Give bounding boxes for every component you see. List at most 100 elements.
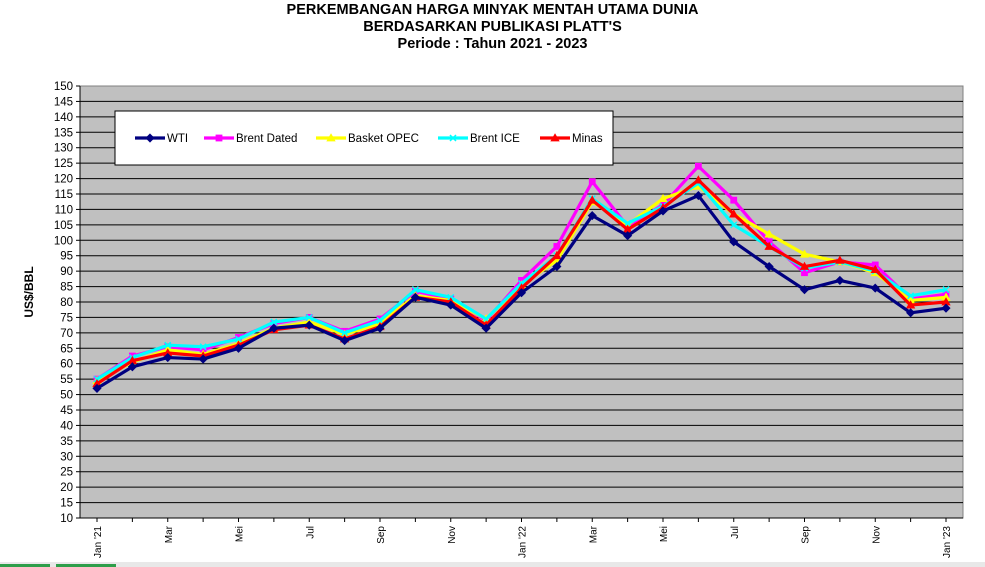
y-tick-label: 135 (54, 127, 73, 139)
data-point-stroke (411, 286, 419, 294)
data-point (835, 275, 845, 285)
data-point-stroke (482, 315, 490, 323)
data-point-stroke (376, 316, 384, 325)
data-point (234, 335, 243, 343)
y-tick-label: 100 (54, 235, 73, 247)
data-point (693, 175, 704, 184)
data-point (729, 237, 739, 247)
y-tick-label: 75 (60, 312, 73, 324)
data-point (906, 308, 916, 318)
data-point (799, 285, 810, 295)
chart-subtitle: BERDASARKAN PUBLIKASI PLATT'S (363, 19, 622, 35)
data-point (588, 178, 596, 186)
data-point (516, 288, 527, 298)
y-tick-label: 130 (54, 143, 73, 155)
data-point (552, 261, 562, 272)
x-tick-label: Sep (376, 526, 387, 544)
data-point (729, 209, 739, 218)
series-lines (92, 162, 951, 393)
data-point (411, 286, 419, 294)
data-point (730, 196, 738, 204)
status-indicator-left (0, 564, 50, 567)
data-point (326, 133, 336, 142)
legend-box (114, 110, 614, 166)
data-point (446, 300, 456, 310)
chart-title: PERKEMBANGAN HARGA MINYAK MENTAH UTAMA D… (286, 2, 699, 18)
y-tick-label: 145 (54, 96, 73, 108)
y-tick-label: 115 (55, 189, 73, 201)
legend-item-brent-ice: Brent ICE (438, 133, 520, 145)
status-indicator-right (56, 564, 116, 567)
data-point (163, 352, 173, 363)
data-point (907, 292, 915, 300)
data-point (304, 320, 314, 330)
data-point-stroke (942, 286, 950, 294)
data-point-stroke (341, 329, 349, 337)
data-point (215, 134, 223, 142)
x-tick-label: Mar (164, 525, 175, 543)
x-tick-label: Jan '22 (518, 526, 529, 558)
x-tick-label: Jan '23 (942, 526, 953, 558)
y-tick-label: 120 (54, 174, 73, 186)
data-point (941, 303, 951, 313)
data-point (127, 362, 137, 372)
y-tick-label: 150 (54, 81, 73, 93)
data-point (553, 243, 561, 250)
data-point-stroke (164, 341, 172, 349)
data-point (92, 383, 102, 393)
legend-item-wti: WTI (135, 133, 188, 145)
data-point (624, 219, 632, 227)
data-point (764, 261, 774, 272)
data-point (799, 249, 810, 258)
data-point (905, 300, 916, 309)
data-point-stroke (730, 221, 738, 229)
legend-label: Brent ICE (470, 133, 520, 145)
legend-label: Brent Dated (236, 133, 297, 145)
data-point (164, 341, 172, 349)
data-point (449, 134, 457, 142)
data-point (942, 286, 950, 294)
data-point (658, 193, 668, 203)
data-point (341, 329, 349, 337)
data-point (145, 133, 155, 143)
data-point (764, 229, 774, 238)
data-point-stroke (199, 343, 207, 351)
x-tick-label: Nov (871, 526, 882, 544)
data-point (410, 292, 420, 302)
data-point (870, 283, 880, 293)
x-tick-label: Jan '21 (93, 526, 104, 558)
y-axis: 10 15 20 25 30 35 40 45 50 55 60 65 70 75 80 85 90 95 100 1… (54, 81, 81, 525)
y-tick-label: 85 (60, 282, 73, 294)
data-point (198, 354, 208, 364)
y-tick-label: 90 (60, 266, 73, 278)
legend: WTI Brent Dated Basket OPEC Brent ICE Minas (114, 110, 614, 166)
data-point (730, 221, 738, 229)
chart-titles: PERKEMBANGAN HARGA MINYAK MENTAH UTAMA D… (0, 2, 985, 53)
legend-item-basket-opec: Basket OPEC (316, 133, 419, 145)
data-point (199, 343, 207, 351)
y-tick-label: 10 (60, 513, 73, 525)
legend-label: Minas (572, 133, 603, 145)
y-tick-label: 25 (60, 467, 73, 479)
y-tick-label: 140 (54, 112, 73, 124)
data-point (799, 261, 810, 270)
data-point-stroke (234, 335, 243, 343)
data-point-stroke (270, 318, 278, 326)
x-tick-label: Mei (235, 526, 246, 542)
data-point (835, 255, 845, 264)
x-tick-label: Mei (659, 526, 670, 542)
data-point (658, 206, 668, 216)
y-tick-label: 105 (54, 220, 73, 232)
y-tick-label: 15 (60, 498, 73, 510)
series-wti (92, 190, 951, 393)
y-tick-label: 95 (60, 251, 73, 263)
data-point-stroke (624, 219, 632, 227)
x-axis: Jan '21 Mar Mei Jul Sep Nov Jan '22 Mar Mei Jul Se… (80, 517, 963, 558)
data-point (550, 133, 560, 142)
legend-item-brent-dated: Brent Dated (204, 133, 297, 145)
data-point (305, 313, 313, 321)
legend-item-minas: Minas (540, 133, 603, 145)
legend-label: Basket OPEC (348, 133, 419, 145)
x-tick-label: Jul (305, 526, 316, 539)
